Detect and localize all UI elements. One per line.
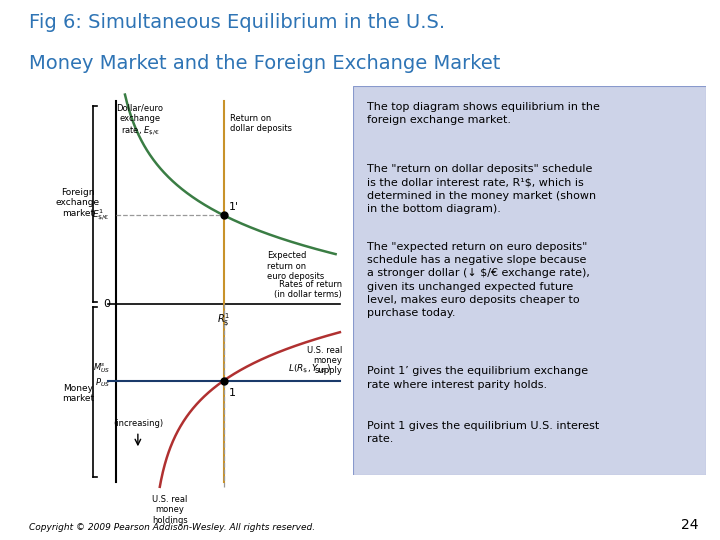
Text: U.S. real
money
supply: U.S. real money supply [307,346,342,375]
FancyBboxPatch shape [353,86,706,475]
Text: U.S. real
money
holdings: U.S. real money holdings [152,495,188,525]
Text: 0: 0 [103,299,110,309]
Text: Money
market: Money market [62,383,94,403]
Text: $M^s_{US}$
$P_{US}$: $M^s_{US}$ $P_{US}$ [93,362,110,389]
Text: The top diagram shows equilibrium in the
foreign exchange market.: The top diagram shows equilibrium in the… [367,102,600,125]
Text: The "return on dollar deposits" schedule
is the dollar interest rate, R¹$, which: The "return on dollar deposits" schedule… [367,164,596,214]
Text: Foreign
exchange
market: Foreign exchange market [55,188,100,218]
Text: $L(R_{\$},Y_{US})$: $L(R_{\$},Y_{US})$ [288,363,331,376]
Text: (increasing): (increasing) [113,419,163,428]
Text: $E^1_{\$/€}$: $E^1_{\$/€}$ [92,207,110,223]
Text: 1: 1 [229,388,236,398]
Text: $R^1_{\$}$: $R^1_{\$}$ [217,312,230,329]
Text: Money Market and the Foreign Exchange Market: Money Market and the Foreign Exchange Ma… [29,54,500,73]
Text: Point 1 gives the equilibrium U.S. interest
rate.: Point 1 gives the equilibrium U.S. inter… [367,421,599,444]
Text: Rates of return
(in dollar terms): Rates of return (in dollar terms) [274,280,342,299]
Text: Return on
dollar deposits: Return on dollar deposits [230,114,292,133]
Text: 24: 24 [681,518,698,532]
Text: Point 1’ gives the equilibrium exchange
rate where interest parity holds.: Point 1’ gives the equilibrium exchange … [367,366,588,389]
Text: Copyright © 2009 Pearson Addison-Wesley. All rights reserved.: Copyright © 2009 Pearson Addison-Wesley.… [29,523,315,532]
Text: Fig 6: Simultaneous Equilibrium in the U.S.: Fig 6: Simultaneous Equilibrium in the U… [29,14,445,32]
Text: 1': 1' [229,201,239,212]
Text: The "expected return on euro deposits"
schedule has a negative slope because
a s: The "expected return on euro deposits" s… [367,242,590,318]
Text: Expected
return on
euro deposits: Expected return on euro deposits [267,251,324,281]
Text: Dollar/euro
exchange
rate, $E_{\$/€}$: Dollar/euro exchange rate, $E_{\$/€}$ [117,104,163,138]
